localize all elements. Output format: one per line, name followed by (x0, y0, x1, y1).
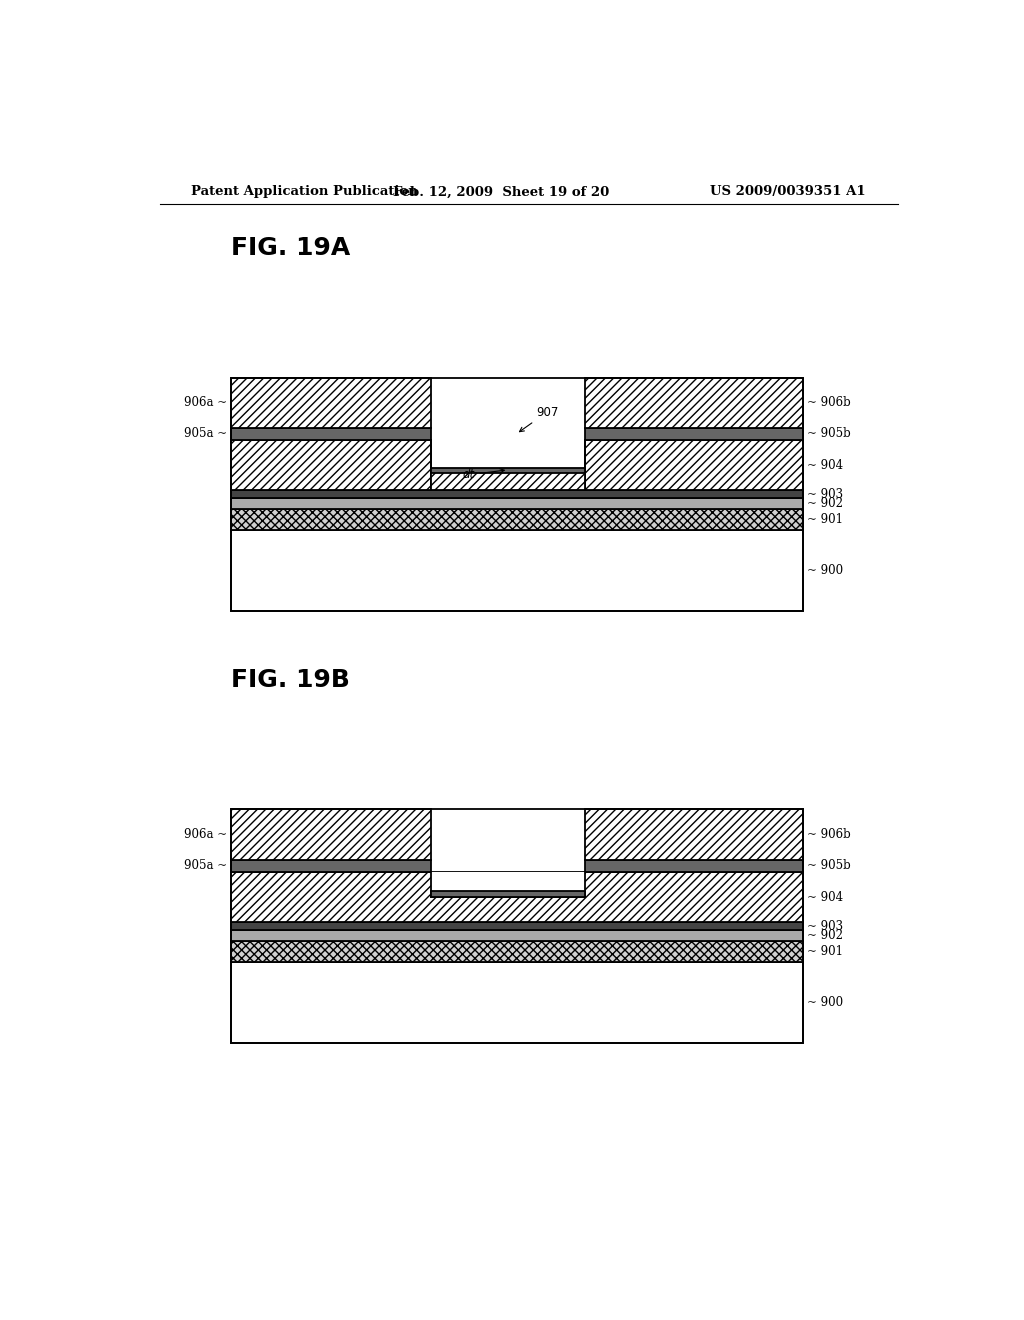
Bar (586, 861, 803, 871)
Bar (231, 941, 803, 961)
Text: ~ 901: ~ 901 (807, 513, 843, 525)
Bar (586, 440, 803, 491)
Text: ~ 902: ~ 902 (807, 498, 843, 510)
Text: 905a ~: 905a ~ (184, 428, 227, 441)
Bar (431, 891, 586, 898)
Bar (231, 378, 803, 611)
Bar (231, 510, 803, 529)
Bar (586, 809, 803, 861)
Text: ~ 900: ~ 900 (807, 564, 843, 577)
Text: Feb. 12, 2009  Sheet 19 of 20: Feb. 12, 2009 Sheet 19 of 20 (393, 185, 609, 198)
Text: US 2009/0039351 A1: US 2009/0039351 A1 (711, 185, 866, 198)
Text: FIG. 19A: FIG. 19A (231, 236, 350, 260)
Bar (231, 498, 803, 510)
Text: 906a ~: 906a ~ (184, 396, 227, 409)
Text: dt: dt (463, 469, 504, 482)
Bar (231, 428, 431, 440)
Bar (586, 428, 803, 440)
Bar (231, 529, 803, 611)
Bar (586, 378, 803, 428)
Text: ~ 904: ~ 904 (807, 891, 843, 904)
Text: 906a ~: 906a ~ (184, 829, 227, 841)
Bar (431, 469, 586, 473)
Text: ~ 905b: ~ 905b (807, 428, 850, 441)
Bar (431, 469, 586, 491)
Bar (431, 871, 586, 898)
Bar (231, 861, 431, 871)
Bar (231, 491, 803, 498)
Bar (231, 929, 803, 941)
Text: Patent Application Publication: Patent Application Publication (191, 185, 418, 198)
Text: ~ 900: ~ 900 (807, 995, 843, 1008)
Text: ~ 903: ~ 903 (807, 920, 843, 932)
Bar (231, 440, 431, 491)
Text: FIG. 19B: FIG. 19B (231, 668, 350, 692)
Text: ~ 905b: ~ 905b (807, 859, 850, 873)
Text: ~ 903: ~ 903 (807, 487, 843, 500)
Bar (231, 923, 803, 929)
Text: ~ 906b: ~ 906b (807, 396, 850, 409)
Text: ~ 906b: ~ 906b (807, 829, 850, 841)
Text: 907: 907 (519, 405, 558, 432)
Bar (231, 961, 803, 1043)
Text: ~ 901: ~ 901 (807, 945, 843, 958)
Bar (231, 809, 431, 861)
Bar (231, 809, 803, 1043)
Bar (231, 871, 803, 923)
Bar (231, 378, 431, 428)
Text: ~ 902: ~ 902 (807, 929, 843, 942)
Text: ~ 904: ~ 904 (807, 458, 843, 471)
Text: 905a ~: 905a ~ (184, 859, 227, 873)
